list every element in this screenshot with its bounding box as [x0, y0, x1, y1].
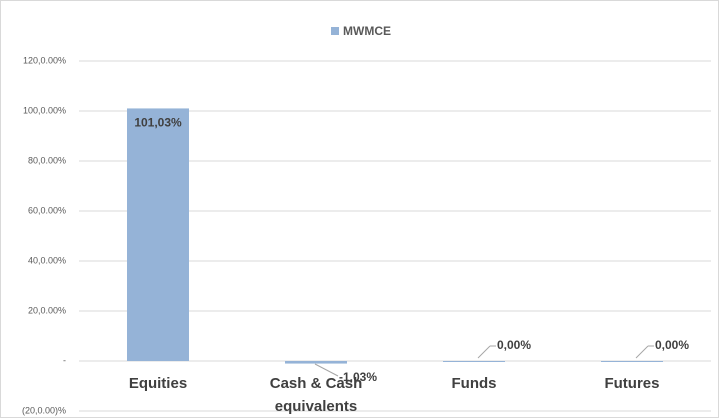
leader-line [635, 345, 649, 359]
y-tick-label: 20,0.00% [28, 305, 66, 315]
x-tick-label: Equities [128, 375, 188, 392]
x-tick-label: Futures [604, 375, 660, 392]
y-tick-label: 80,0.00% [28, 155, 66, 165]
bar [127, 108, 189, 361]
leader-line [314, 363, 339, 377]
y-tick-label: 60,0.00% [28, 205, 66, 215]
bar [601, 361, 663, 362]
x-tick-label: Funds [451, 375, 497, 392]
leader-line [477, 345, 491, 359]
value-label: -1,03% [339, 370, 377, 384]
legend-swatch [331, 27, 339, 35]
y-tick-label: - [63, 355, 66, 365]
y-tick-label: 40,0.00% [28, 255, 66, 265]
legend-label: MWMCE [343, 24, 391, 38]
value-label: 101,03% [134, 116, 182, 130]
y-tick-label: (20,0.00)% [22, 405, 66, 415]
bar [285, 361, 347, 364]
x-tick-label: Cash & Cash equivalents [269, 375, 363, 415]
value-label: 0,00% [655, 338, 689, 352]
bar [443, 361, 505, 362]
y-tick-label: 100,0.00% [23, 105, 66, 115]
value-label: 0,00% [497, 338, 531, 352]
y-tick-label: 120,0.00% [23, 55, 66, 65]
